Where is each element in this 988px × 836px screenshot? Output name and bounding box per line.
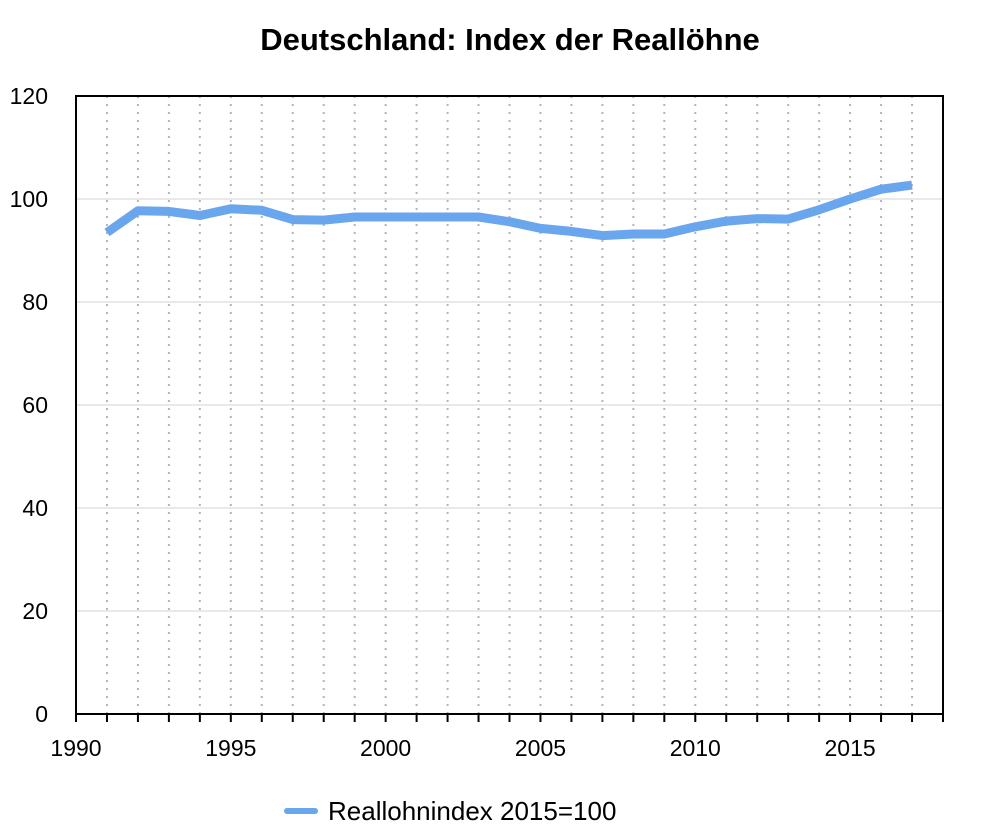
y-tick-label: 20 [22,598,48,624]
x-tick-label: 1995 [205,735,256,761]
legend-label: Reallohnindex 2015=100 [328,795,617,826]
y-tick-label: 60 [22,392,48,418]
series-line [104,180,913,241]
y-tick-label: 0 [35,701,48,727]
legend-swatch [284,808,318,814]
y-tick-label: 40 [22,495,48,521]
x-tick-label: 2005 [515,735,566,761]
legend: Reallohnindex 2015=100 [284,794,616,828]
y-tick-label: 120 [10,83,48,109]
y-tick-label: 100 [10,186,48,212]
tick-labels: 0 20 40 60 80 100 120 1990 1995 2000 2005 2010 2015 [10,83,876,761]
x-tick-label: 2010 [670,735,721,761]
x-tick-label: 2015 [825,735,876,761]
grid [76,96,943,714]
x-tick-label: 1990 [50,735,101,761]
chart-title: Deutschland: Index der Reallöhne [260,22,760,57]
y-tick-label: 80 [22,289,48,315]
series-layer [104,180,913,241]
axis-ticks [75,714,944,722]
x-tick-label: 2000 [360,735,411,761]
